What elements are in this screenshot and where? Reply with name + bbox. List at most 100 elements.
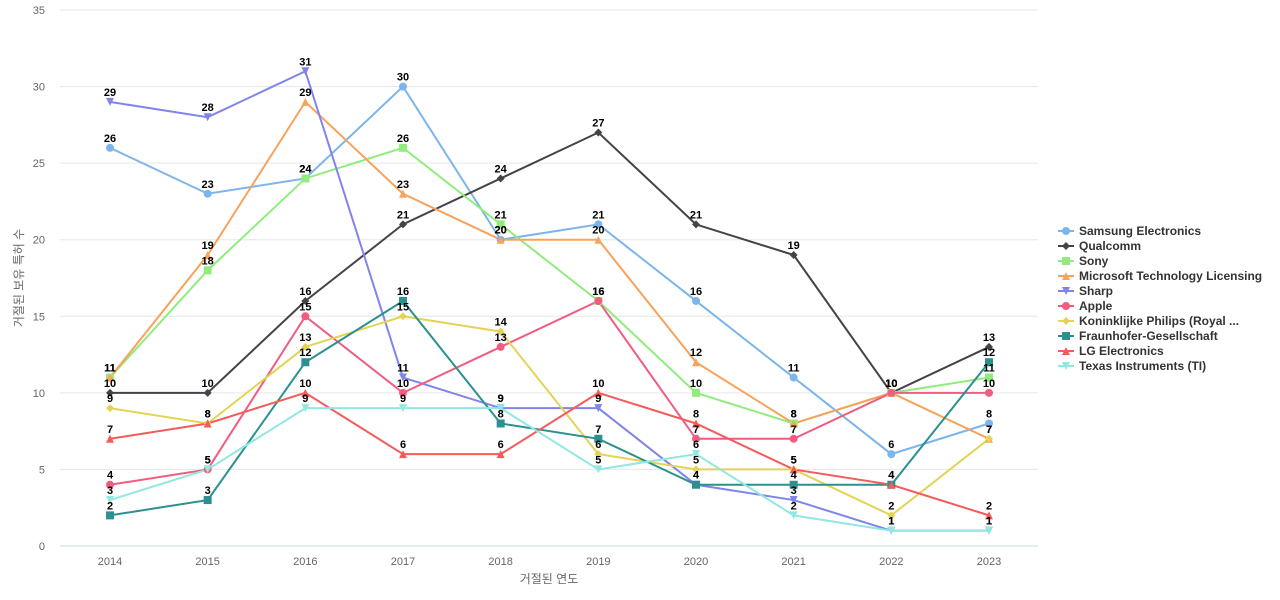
data-point xyxy=(496,174,505,183)
data-label: 5 xyxy=(791,454,797,466)
data-point xyxy=(985,342,993,351)
series-line xyxy=(109,299,989,486)
x-tick-label: 2022 xyxy=(879,556,903,568)
data-label: 29 xyxy=(104,87,116,99)
data-point xyxy=(203,419,212,428)
data-label: 21 xyxy=(397,209,409,221)
data-label: 16 xyxy=(690,286,702,298)
x-tick-label: 2019 xyxy=(586,556,610,568)
data-label: 16 xyxy=(592,286,604,298)
y-tick-label: 5 xyxy=(39,464,45,476)
data-label: 12 xyxy=(299,347,311,359)
data-point xyxy=(203,388,212,397)
data-label: 27 xyxy=(592,118,604,130)
data-label: 20 xyxy=(495,225,507,237)
data-label: 4 xyxy=(888,470,895,482)
data-point xyxy=(496,220,505,229)
data-point xyxy=(594,434,603,443)
data-label: 9 xyxy=(302,393,308,405)
data-label: 4 xyxy=(888,470,895,482)
data-label: 3 xyxy=(107,485,113,497)
x-tick-label: 2021 xyxy=(781,556,805,568)
data-label: 2 xyxy=(986,500,992,512)
data-point xyxy=(203,465,212,474)
data-label: 12 xyxy=(690,347,702,359)
data-point xyxy=(203,266,212,275)
data-label: 7 xyxy=(791,424,797,436)
data-point xyxy=(399,404,407,413)
y-tick-label: 15 xyxy=(33,311,45,323)
data-point xyxy=(594,296,603,305)
legend-item-label: Microsoft Technology Licensing xyxy=(1079,269,1262,283)
data-point xyxy=(594,235,603,244)
series-line xyxy=(109,407,989,532)
y-tick-label: 0 xyxy=(39,541,45,553)
data-label: 14 xyxy=(495,317,508,329)
data-point xyxy=(985,358,993,367)
y-tick-label: 30 xyxy=(33,82,45,94)
data-label: 23 xyxy=(397,179,409,191)
data-label: 4 xyxy=(107,470,114,482)
data-point xyxy=(301,388,310,397)
data-label: 11 xyxy=(104,363,116,375)
data-label: 4 xyxy=(791,470,798,482)
data-label: 11 xyxy=(983,363,995,375)
x-axis-title: 거절된 연도 xyxy=(520,572,579,586)
data-point xyxy=(692,480,700,489)
data-label: 18 xyxy=(202,255,214,267)
data-label: 23 xyxy=(202,179,214,191)
data-label: 9 xyxy=(595,393,601,405)
data-point xyxy=(789,373,798,382)
data-label: 10 xyxy=(202,378,214,390)
legend-item-label: Sony xyxy=(1079,254,1109,268)
x-tick-label: 2015 xyxy=(195,556,219,568)
data-point xyxy=(301,97,310,106)
data-label: 20 xyxy=(592,225,604,237)
y-tick-label: 20 xyxy=(33,235,45,247)
data-point xyxy=(496,327,505,336)
data-label: 11 xyxy=(104,363,116,375)
data-label: 26 xyxy=(397,133,409,145)
data-label: 10 xyxy=(690,378,702,390)
data-label: 8 xyxy=(205,408,211,420)
data-point xyxy=(594,128,603,137)
data-label: 7 xyxy=(693,424,699,436)
data-point xyxy=(203,251,212,260)
legend-marker xyxy=(1062,272,1070,280)
data-point xyxy=(106,97,114,106)
legend-item-label: LG Electronics xyxy=(1079,344,1164,358)
data-point xyxy=(887,511,896,520)
data-point xyxy=(594,465,603,474)
x-tick-label: 2017 xyxy=(391,556,415,568)
data-point xyxy=(887,450,896,459)
data-label: 10 xyxy=(299,378,311,390)
data-point xyxy=(399,296,407,305)
data-label: 10 xyxy=(885,378,897,390)
data-label: 10 xyxy=(885,378,897,390)
data-point xyxy=(692,465,700,474)
data-point xyxy=(106,496,114,505)
data-point xyxy=(692,419,700,428)
data-point xyxy=(789,419,798,428)
data-point xyxy=(692,434,700,443)
data-point xyxy=(301,404,310,413)
y-axis-title: 거절된 보유 특허 수 xyxy=(12,229,26,327)
series-line xyxy=(109,100,990,440)
data-label: 7 xyxy=(986,424,992,436)
data-point xyxy=(789,496,798,505)
data-label: 4 xyxy=(693,470,700,482)
y-tick-label: 10 xyxy=(33,388,45,400)
data-label: 16 xyxy=(397,286,409,298)
data-point xyxy=(985,511,993,520)
data-label: 7 xyxy=(595,424,601,436)
data-point xyxy=(301,296,310,305)
data-label: 26 xyxy=(104,133,116,145)
data-label: 5 xyxy=(595,454,601,466)
series-line xyxy=(109,69,989,532)
legend-item-label: Sharp xyxy=(1079,284,1113,298)
data-label: 20 xyxy=(495,225,507,237)
data-label: 9 xyxy=(498,393,504,405)
data-point xyxy=(789,465,798,474)
legend-item-label: Qualcomm xyxy=(1079,239,1141,253)
